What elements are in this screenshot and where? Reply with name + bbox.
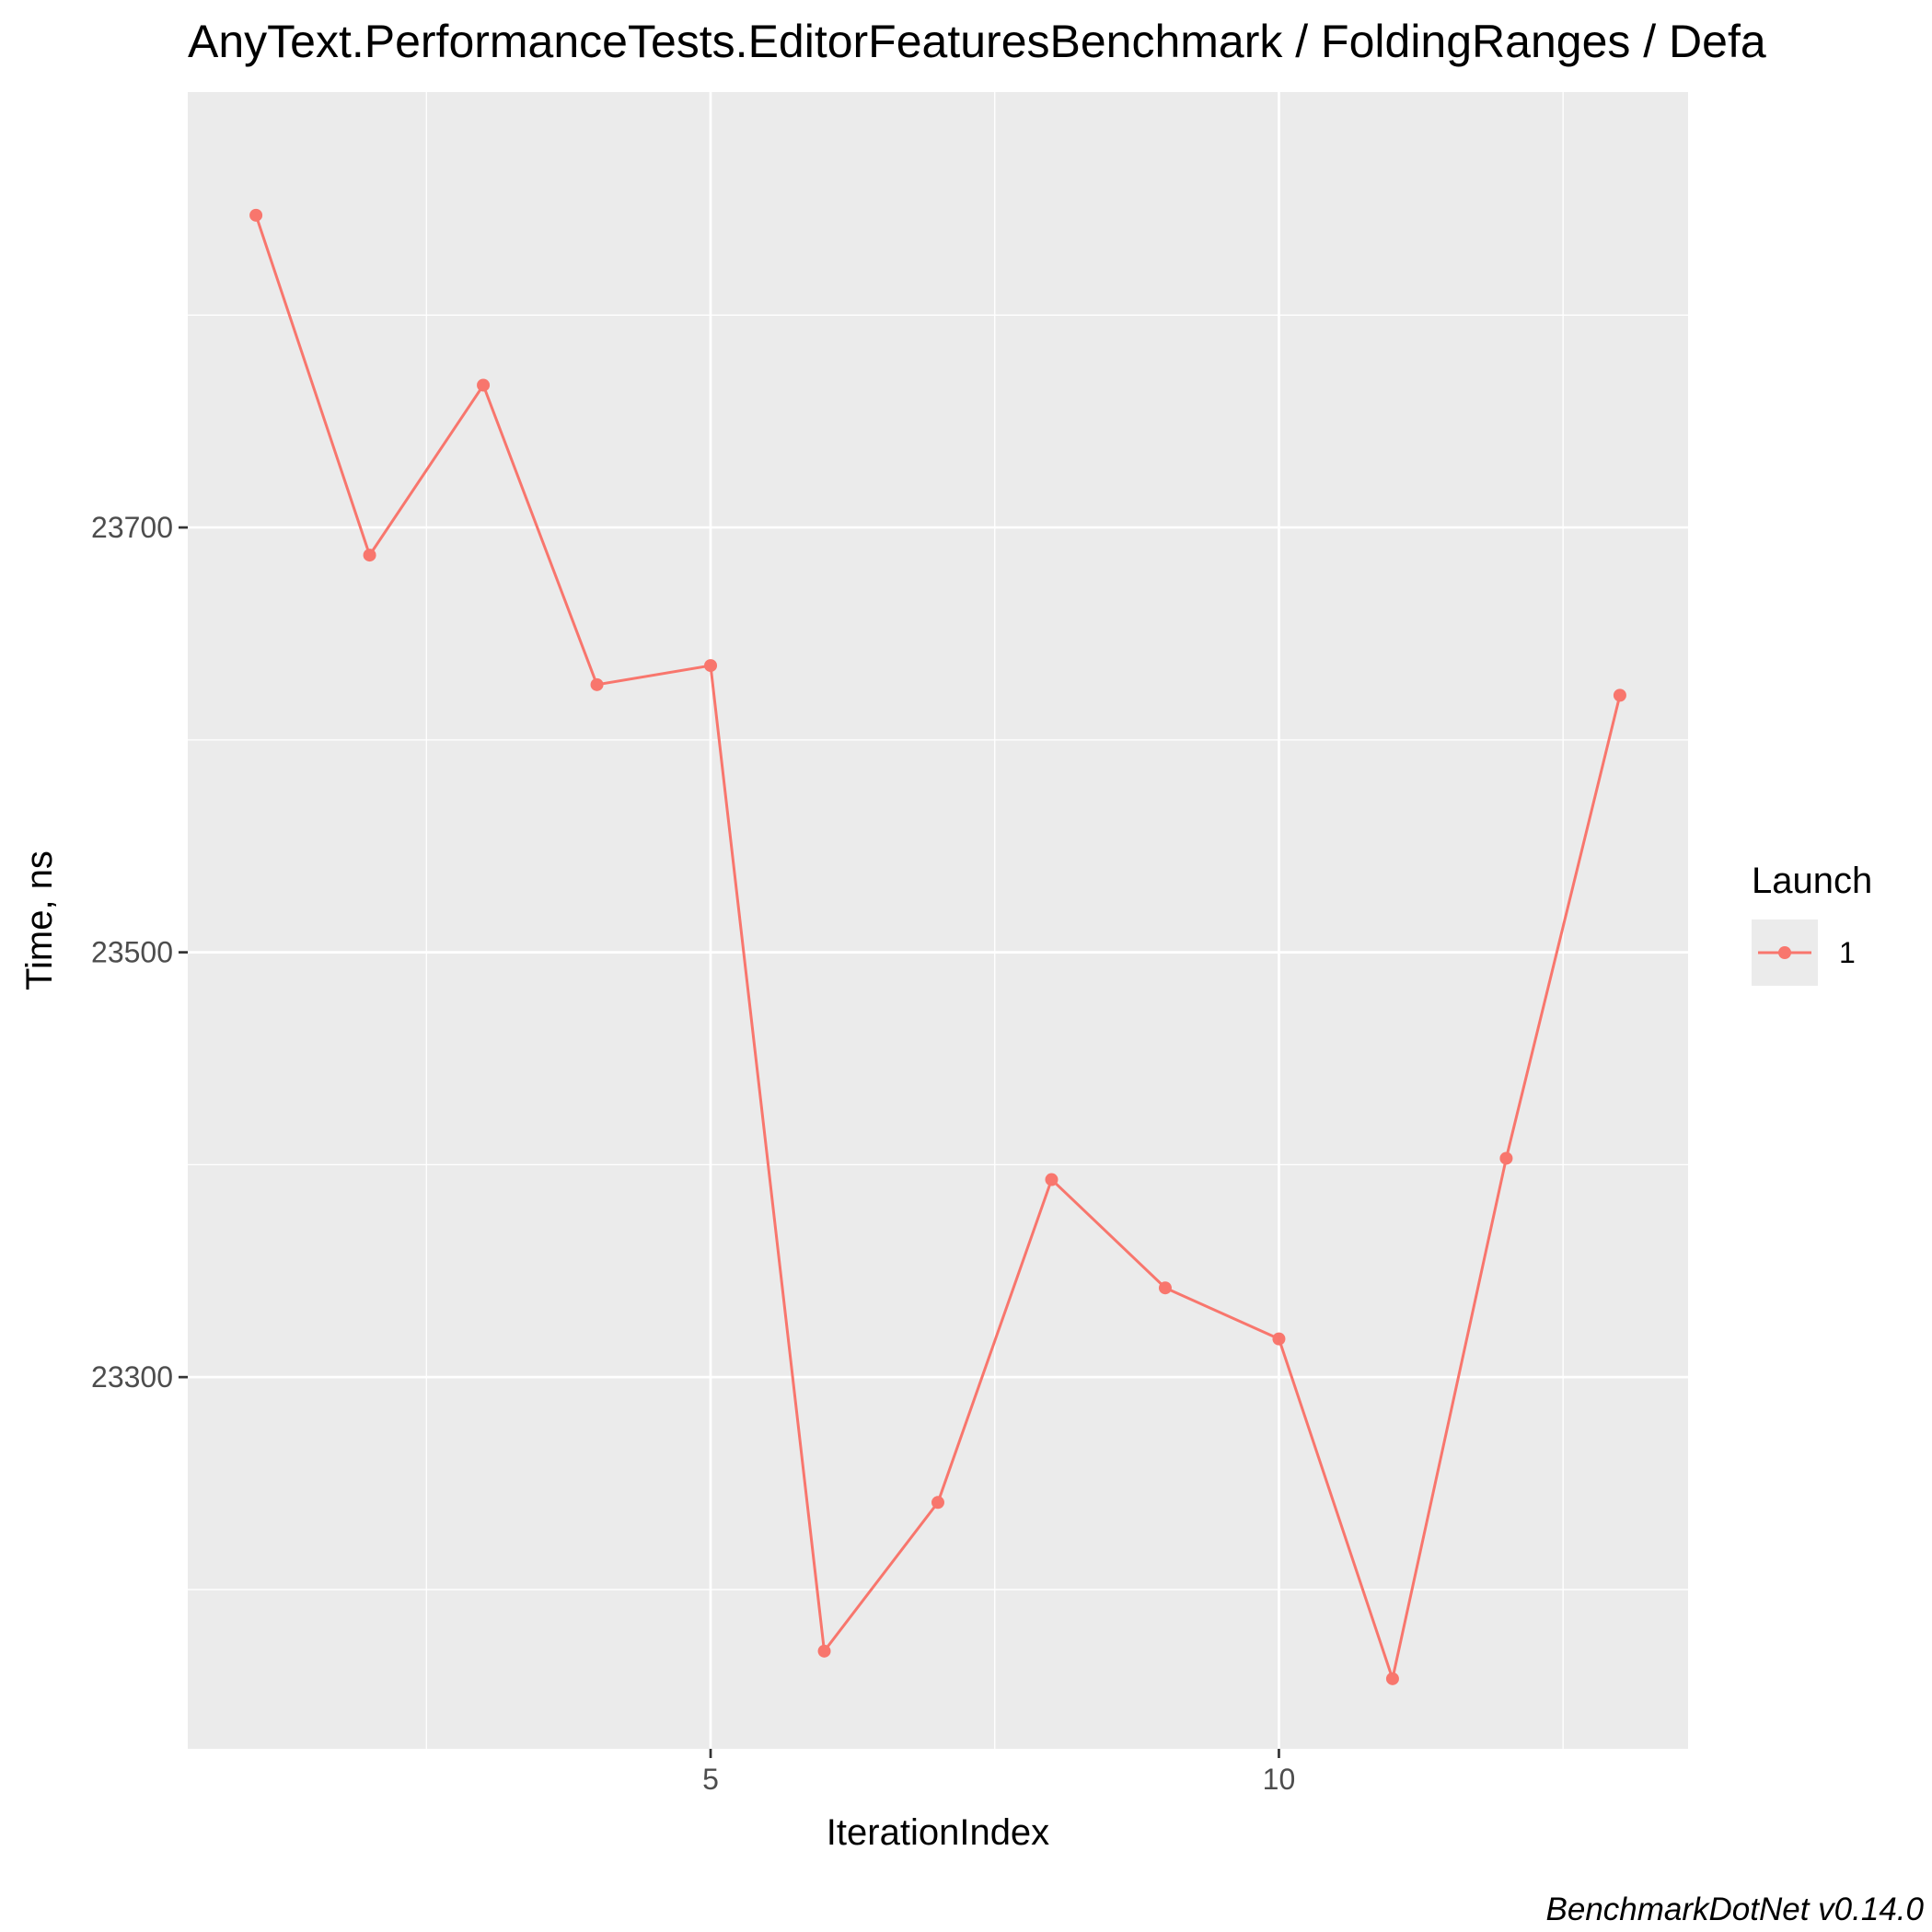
x-tick-label: 10 [1263,1763,1296,1796]
data-point [931,1496,944,1510]
y-tick-label: 23300 [91,1360,173,1394]
minor-gridlines [188,92,1688,1749]
data-point [477,378,491,392]
data-point [1499,1151,1513,1165]
axis-layer: 5 10 23300 23500 23700 [91,511,1295,1796]
series-layer [249,208,1626,1685]
data-point [1613,688,1626,702]
y-axis-title: Time, ns [19,850,60,990]
y-tick-label: 23700 [91,511,173,544]
chart-title: AnyText.PerformanceTests.EditorFeaturesB… [188,16,1766,67]
data-point [590,677,604,691]
caption: BenchmarkDotNet v0.14.0 [1546,1892,1925,1927]
legend-title: Launch [1752,861,1872,901]
data-point [363,549,376,562]
legend: Launch 1 [1752,861,1872,986]
data-point [704,659,718,673]
data-point [1385,1672,1399,1685]
data-point [1045,1173,1059,1186]
x-tick-label: 5 [702,1763,719,1796]
data-point [817,1644,831,1658]
y-tick-label: 23500 [91,936,173,969]
major-gridlines [188,92,1688,1749]
legend-key-point [1778,946,1791,959]
legend-label-1: 1 [1839,936,1856,969]
x-axis-title: IterationIndex [827,1812,1049,1853]
data-point [1158,1281,1172,1295]
data-point [1272,1332,1286,1346]
data-point [249,208,263,222]
